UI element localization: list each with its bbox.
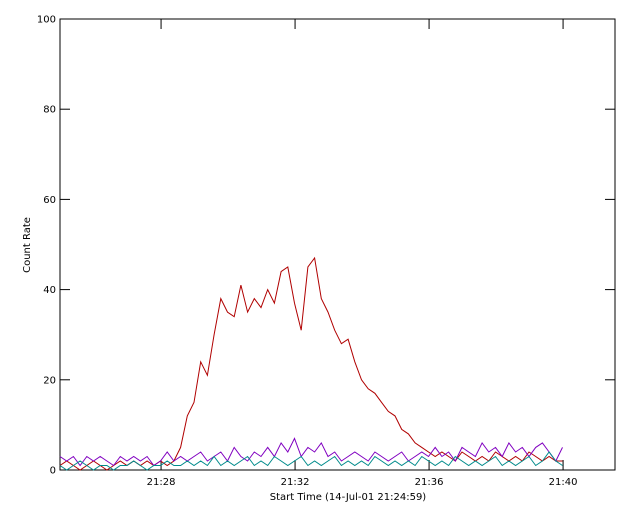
y-tick-label: 80 — [43, 105, 56, 116]
series-line — [59, 451, 563, 471]
plot-frame — [59, 18, 616, 471]
y-tick-label: 0 — [50, 466, 56, 477]
x-axis-label: Start Time (14-Jul-01 21:24:59) — [270, 492, 427, 503]
x-tick-label: 21:36 — [415, 477, 444, 488]
x-tick-label: 21:40 — [549, 477, 578, 488]
y-axis-label: Count Rate — [22, 217, 33, 273]
y-tick-label: 40 — [43, 285, 56, 296]
series-line — [59, 256, 563, 471]
y-tick-label: 20 — [43, 375, 56, 386]
y-tick-label: 60 — [43, 195, 56, 206]
series-line — [59, 437, 563, 467]
x-tick-label: 21:28 — [147, 477, 176, 488]
x-tick-label: 21:32 — [281, 477, 310, 488]
y-tick-label: 100 — [37, 15, 56, 26]
